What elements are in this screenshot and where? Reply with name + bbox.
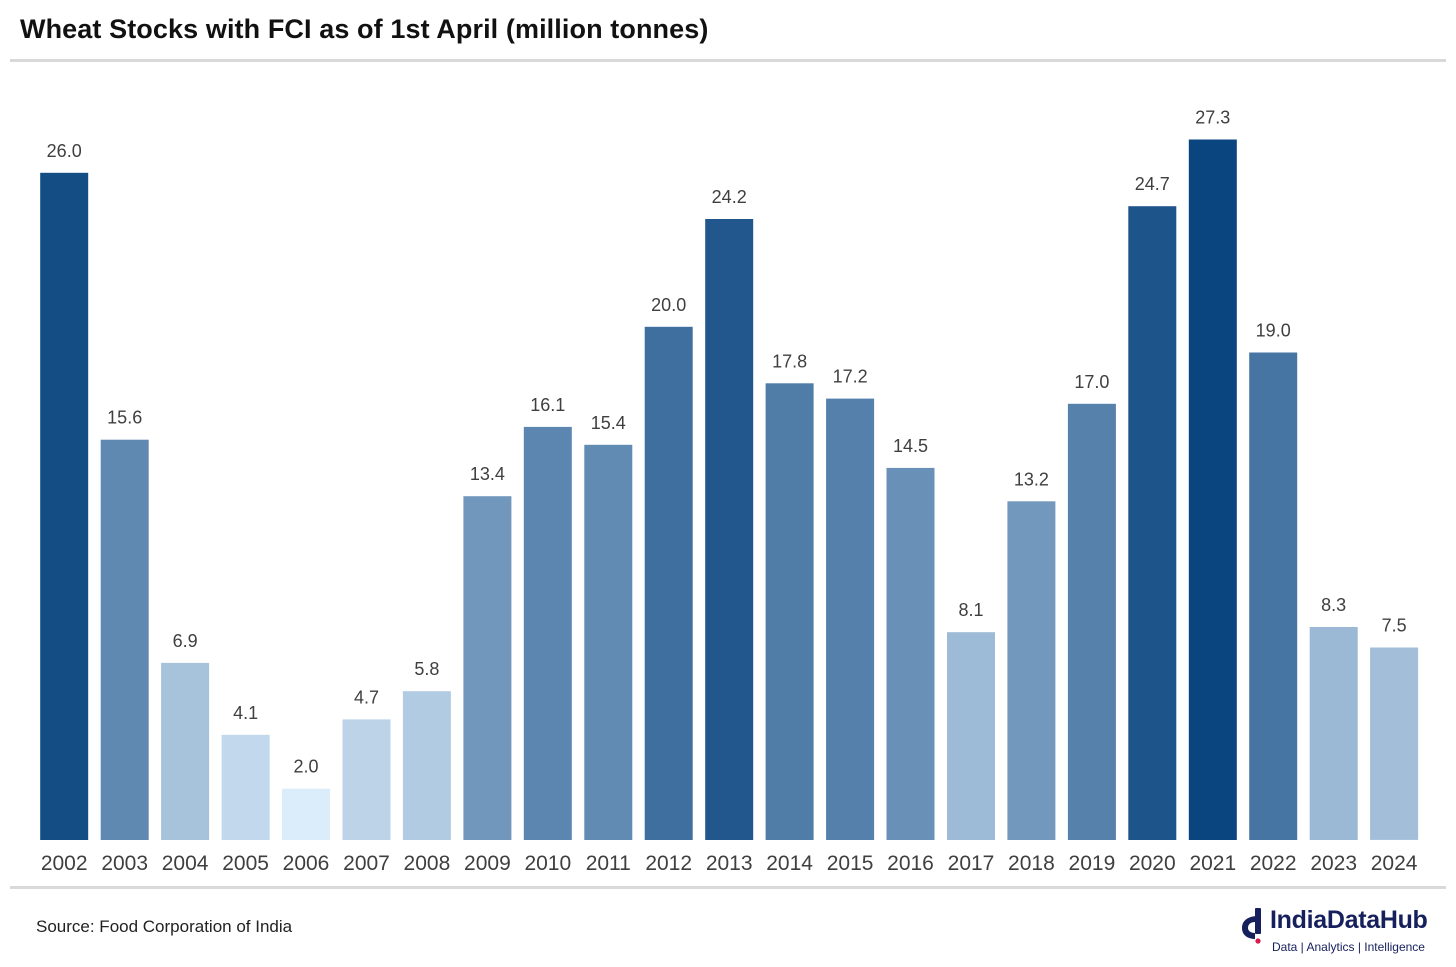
x-tick-2010: 2010 xyxy=(524,852,571,875)
x-tick-2014: 2014 xyxy=(766,852,813,875)
value-label-2003: 15.6 xyxy=(107,408,142,428)
value-label-2017: 8.1 xyxy=(958,600,983,620)
value-label-2013: 24.2 xyxy=(712,187,747,207)
bar-2014 xyxy=(765,383,814,840)
top-divider xyxy=(10,59,1446,62)
bar-2018 xyxy=(1007,501,1056,840)
bar-2009 xyxy=(463,496,512,840)
value-label-2002: 26.0 xyxy=(47,141,82,161)
source-note: Source: Food Corporation of India xyxy=(36,917,293,936)
x-tick-2022: 2022 xyxy=(1250,852,1297,875)
x-tick-2004: 2004 xyxy=(162,852,209,875)
bottom-divider xyxy=(10,886,1446,889)
x-tick-2006: 2006 xyxy=(283,852,330,875)
x-tick-2002: 2002 xyxy=(41,852,88,875)
value-label-2019: 17.0 xyxy=(1074,372,1109,392)
value-label-2004: 6.9 xyxy=(173,631,198,651)
value-label-2007: 4.7 xyxy=(354,687,379,707)
x-tick-2015: 2015 xyxy=(827,852,874,875)
bar-2007 xyxy=(342,719,391,840)
value-label-2008: 5.8 xyxy=(414,659,439,679)
bar-2020 xyxy=(1128,206,1177,840)
value-label-2016: 14.5 xyxy=(893,436,928,456)
bar-2017 xyxy=(947,632,995,840)
bar-2004 xyxy=(161,662,210,840)
x-tick-2024: 2024 xyxy=(1371,852,1418,875)
value-labels: 26.0 15.6 6.9 4.1 2.0 4.7 5.8 13.4 16.1 15.4 20.0 2… xyxy=(47,108,1407,777)
x-tick-2018: 2018 xyxy=(1008,852,1055,875)
x-tick-2012: 2012 xyxy=(645,852,692,875)
value-label-2020: 24.7 xyxy=(1135,174,1170,194)
value-label-2024: 7.5 xyxy=(1382,616,1407,636)
bar-2005 xyxy=(221,734,270,840)
value-label-2005: 4.1 xyxy=(233,703,258,723)
value-label-2014: 17.8 xyxy=(772,351,807,371)
x-tick-2019: 2019 xyxy=(1069,852,1116,875)
x-tick-2017: 2017 xyxy=(948,852,995,875)
value-label-2006: 2.0 xyxy=(293,757,318,777)
bar-2024 xyxy=(1370,647,1419,840)
bar-2002 xyxy=(40,172,89,841)
bar-2021 xyxy=(1188,139,1237,840)
bar-2015 xyxy=(826,398,875,840)
bar-2023 xyxy=(1309,627,1358,840)
x-tick-2003: 2003 xyxy=(101,852,148,875)
logo-tagline: Data | Analytics | Intelligence xyxy=(1272,940,1425,954)
value-label-2022: 19.0 xyxy=(1256,321,1291,341)
bar-2003 xyxy=(100,439,149,840)
value-label-2011: 15.4 xyxy=(591,413,626,433)
bar-2011 xyxy=(584,444,633,840)
bar-2019 xyxy=(1067,403,1116,840)
x-tick-2009: 2009 xyxy=(464,852,511,875)
x-tick-2007: 2007 xyxy=(343,852,390,875)
chart-title: Wheat Stocks with FCI as of 1st April (m… xyxy=(20,14,709,44)
x-tick-2005: 2005 xyxy=(222,852,269,875)
value-label-2021: 27.3 xyxy=(1195,108,1230,128)
x-tick-2016: 2016 xyxy=(887,852,934,875)
x-tick-2011: 2011 xyxy=(586,852,631,875)
value-label-2018: 13.2 xyxy=(1014,469,1049,489)
value-label-2012: 20.0 xyxy=(651,295,686,315)
logo-wordmark: IndiaDataHub xyxy=(1270,906,1428,934)
value-label-2009: 13.4 xyxy=(470,464,505,484)
x-tick-2020: 2020 xyxy=(1129,852,1176,875)
bar-chart: 26.0 15.6 6.9 4.1 2.0 4.7 5.8 13.4 16.1 15.4 20.0 2… xyxy=(40,108,1419,875)
bar-2006 xyxy=(282,788,330,840)
x-axis-tick-labels: 2002 2003 2004 2005 2006 2007 2008 2009 2010 2011… xyxy=(41,852,1418,875)
bar-2010 xyxy=(523,426,572,840)
x-tick-2021: 2021 xyxy=(1189,852,1236,875)
bar-series xyxy=(40,139,1419,841)
logo-icon xyxy=(1242,908,1261,944)
value-label-2010: 16.1 xyxy=(530,395,565,415)
bar-2022 xyxy=(1249,352,1298,840)
value-label-2015: 17.2 xyxy=(833,367,868,387)
bar-2008 xyxy=(402,691,451,840)
value-label-2023: 8.3 xyxy=(1321,595,1346,615)
bar-2013 xyxy=(705,219,754,840)
x-tick-2008: 2008 xyxy=(404,852,451,875)
brand-logo: IndiaDataHub Data | Analytics | Intellig… xyxy=(1238,906,1448,960)
bar-2012 xyxy=(644,326,693,840)
x-tick-2013: 2013 xyxy=(706,852,753,875)
x-tick-2023: 2023 xyxy=(1310,852,1357,875)
bar-2016 xyxy=(886,467,935,840)
